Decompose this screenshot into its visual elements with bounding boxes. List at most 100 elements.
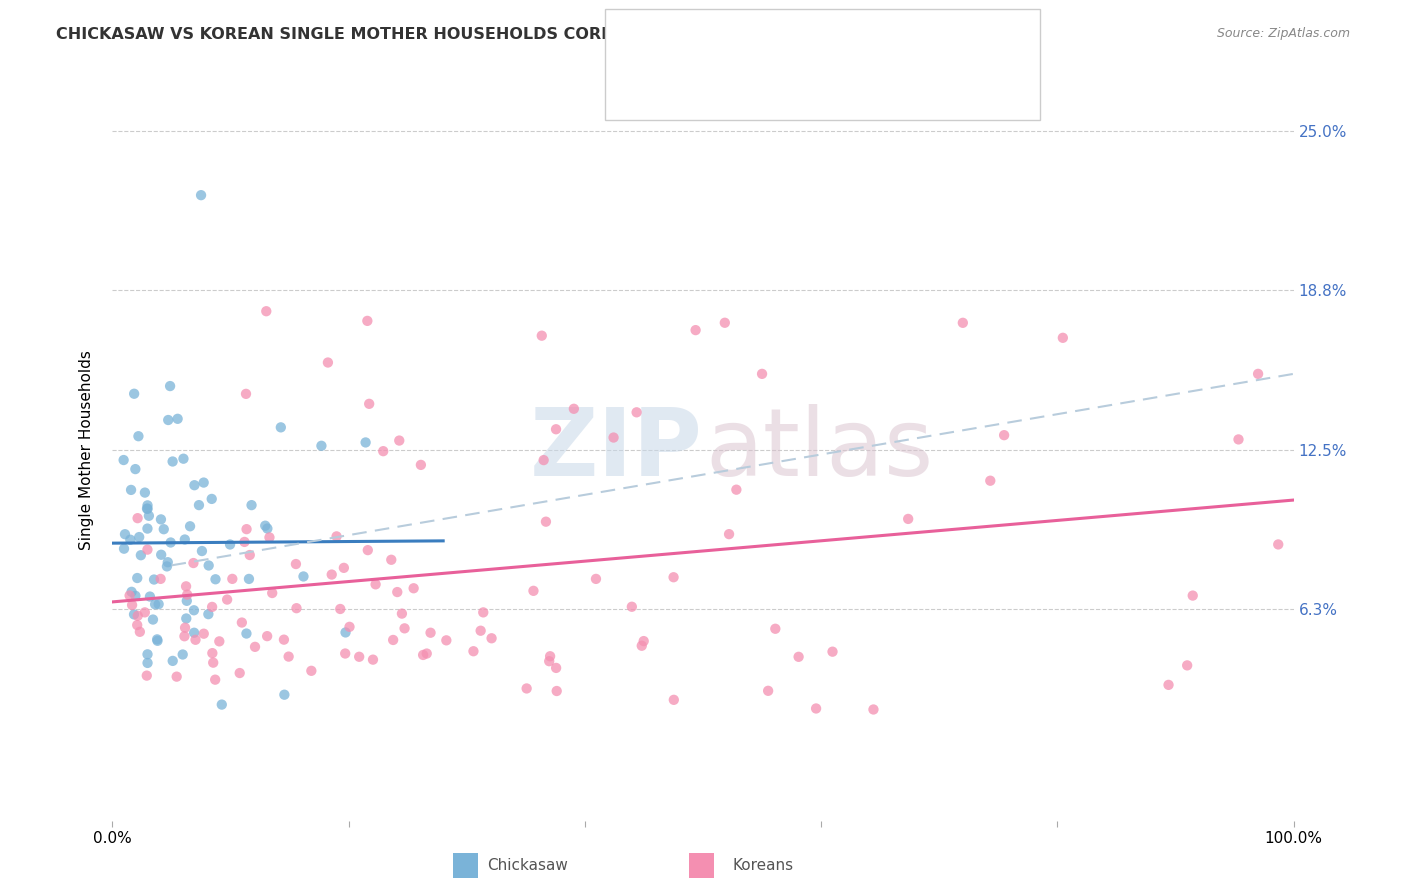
Point xyxy=(174,579,197,593)
Point xyxy=(751,367,773,381)
Point xyxy=(311,439,333,453)
Point xyxy=(150,548,173,562)
Point xyxy=(662,693,685,707)
Point xyxy=(1227,433,1250,447)
Point xyxy=(197,558,219,573)
Point xyxy=(136,542,159,557)
Point xyxy=(522,583,544,598)
Point xyxy=(124,462,146,476)
Point xyxy=(364,577,387,591)
Point xyxy=(127,608,149,623)
Point xyxy=(354,435,377,450)
Point xyxy=(1247,367,1270,381)
Point xyxy=(136,656,159,670)
Text: atlas: atlas xyxy=(706,404,934,497)
Point xyxy=(233,535,256,549)
Point xyxy=(763,622,786,636)
Point xyxy=(284,557,307,571)
Text: Koreans: Koreans xyxy=(733,858,794,872)
Point xyxy=(238,572,260,586)
Point xyxy=(138,508,160,523)
Point xyxy=(714,316,737,330)
Point xyxy=(184,632,207,647)
Point xyxy=(156,555,179,569)
Point xyxy=(534,515,557,529)
Point xyxy=(1175,658,1198,673)
Point xyxy=(122,386,145,401)
Point xyxy=(201,646,224,660)
Point xyxy=(718,527,741,541)
Point xyxy=(122,607,145,622)
Point xyxy=(235,626,257,640)
Point xyxy=(127,571,149,585)
Point xyxy=(159,379,181,393)
Point xyxy=(270,420,292,434)
Point xyxy=(602,431,624,445)
Point xyxy=(219,537,242,551)
Point xyxy=(756,683,779,698)
Point xyxy=(321,567,343,582)
Point xyxy=(159,535,181,549)
Point xyxy=(173,629,195,643)
Point xyxy=(173,533,195,547)
Point xyxy=(136,501,159,516)
Point xyxy=(952,316,974,330)
Point xyxy=(412,648,434,662)
Point xyxy=(339,620,361,634)
Point xyxy=(174,621,197,635)
Point xyxy=(256,629,278,643)
Point xyxy=(685,323,707,337)
Point xyxy=(221,572,243,586)
Point xyxy=(162,454,184,468)
Text: R =: R = xyxy=(668,74,704,92)
Point xyxy=(211,698,233,712)
Point xyxy=(149,572,172,586)
Point xyxy=(142,613,165,627)
Point xyxy=(359,397,381,411)
Point xyxy=(204,673,226,687)
Point xyxy=(993,428,1015,442)
Point xyxy=(243,640,266,654)
Point xyxy=(277,649,299,664)
Point xyxy=(149,512,172,526)
Point xyxy=(148,597,170,611)
Point xyxy=(585,572,607,586)
Point xyxy=(1052,331,1074,345)
Point xyxy=(725,483,748,497)
Point xyxy=(166,412,188,426)
Point xyxy=(134,485,156,500)
Point xyxy=(136,499,159,513)
Point xyxy=(787,649,810,664)
Point xyxy=(208,634,231,648)
Point xyxy=(335,647,357,661)
Point xyxy=(240,498,263,512)
Point xyxy=(470,624,492,638)
Point xyxy=(1181,589,1204,603)
Point xyxy=(188,498,211,512)
Point xyxy=(472,606,495,620)
Point xyxy=(239,548,262,562)
Point xyxy=(262,586,284,600)
Point xyxy=(156,559,179,574)
Point xyxy=(174,611,197,625)
Point xyxy=(419,625,441,640)
Point xyxy=(285,601,308,615)
Point xyxy=(127,429,149,443)
Text: ZIP: ZIP xyxy=(530,404,703,497)
Point xyxy=(191,544,214,558)
Point xyxy=(127,511,149,525)
Point xyxy=(1267,537,1289,551)
Point xyxy=(530,328,553,343)
Point xyxy=(662,570,685,584)
Point xyxy=(325,529,347,543)
Point xyxy=(897,512,920,526)
Point xyxy=(409,458,432,472)
Point xyxy=(388,434,411,448)
Point xyxy=(862,702,884,716)
Point xyxy=(273,688,295,702)
Point xyxy=(633,634,655,648)
Point xyxy=(120,533,142,547)
Point xyxy=(821,645,844,659)
Point xyxy=(620,599,643,614)
Point xyxy=(394,621,416,635)
